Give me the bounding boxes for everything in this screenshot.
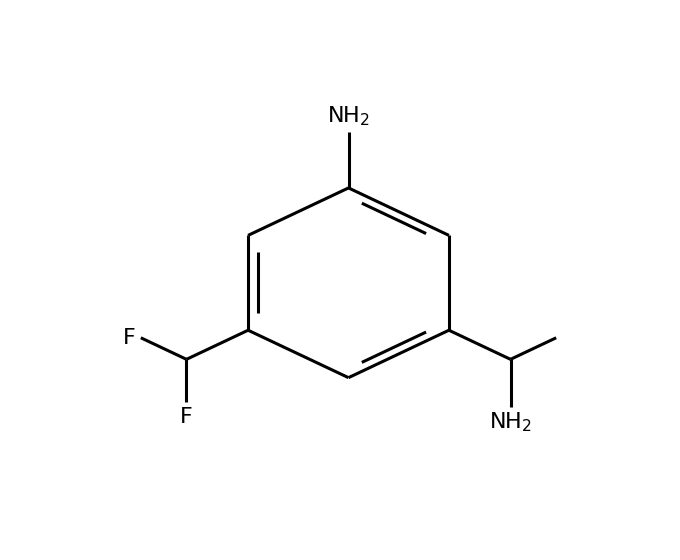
- Text: F: F: [180, 407, 193, 427]
- Text: NH$_2$: NH$_2$: [327, 105, 370, 128]
- Text: NH$_2$: NH$_2$: [489, 410, 532, 434]
- Text: F: F: [123, 328, 135, 348]
